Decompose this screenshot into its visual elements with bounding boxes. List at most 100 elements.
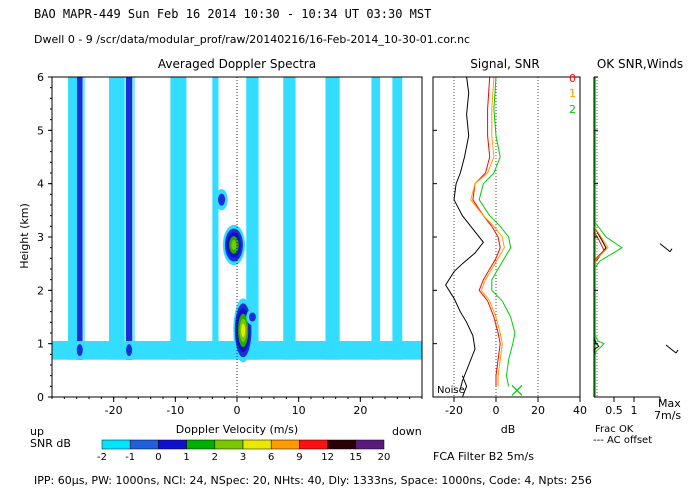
noise-line bbox=[461, 375, 468, 398]
spectral-streak bbox=[325, 77, 340, 360]
snr-x-tick-label: -20 bbox=[445, 404, 463, 417]
colorbar: -2 -1 0 1 2 3 6 9 12 15 20 bbox=[97, 439, 391, 463]
doppler-plot-area: -20 -10 0 10 20 0 1 2 3 4 5 6 bbox=[37, 71, 423, 417]
snr-series-line bbox=[478, 76, 516, 387]
y-tick-label: 3 bbox=[37, 231, 44, 244]
spectral-streak bbox=[212, 77, 219, 360]
x-tick-label: -20 bbox=[105, 404, 123, 417]
winds-plot-area: 0.5 1 bbox=[593, 76, 679, 417]
footer-params: IPP: 60µs, PW: 1000ns, NCI: 24, NSpec: 2… bbox=[34, 474, 592, 487]
snr-x-tick-label: 40 bbox=[573, 404, 587, 417]
snr-series-line bbox=[470, 76, 505, 387]
x-tick-label: -10 bbox=[166, 404, 184, 417]
echo-contour bbox=[218, 193, 226, 206]
ok-snr-line bbox=[593, 332, 605, 360]
colorbar-swatch bbox=[214, 439, 244, 450]
snr-x-tick-label: 20 bbox=[531, 404, 545, 417]
snr-x-marker bbox=[511, 384, 523, 396]
winds-panel: OK SNR,Winds 0.5 1 Max 7m/s Frac OK --- A… bbox=[433, 57, 683, 463]
y-tick-label: 6 bbox=[37, 71, 44, 84]
corner-down-label: down bbox=[392, 425, 422, 438]
colorbar-swatch bbox=[242, 439, 272, 450]
snr-frame bbox=[432, 76, 581, 398]
spectral-streak bbox=[68, 77, 80, 360]
y-tick-label: 4 bbox=[37, 178, 44, 191]
echo-contour bbox=[248, 312, 256, 322]
x-tick-label: 20 bbox=[353, 404, 367, 417]
header-line-1: BAO MAPR-449 Sun Feb 16 2014 10:30 - 10:… bbox=[34, 7, 432, 21]
echo-contour bbox=[231, 240, 237, 250]
spectral-streak bbox=[371, 77, 381, 360]
echo-contour bbox=[241, 323, 246, 337]
frac-ok-label: Frac OK bbox=[595, 424, 634, 435]
colorbar-swatch bbox=[299, 439, 328, 450]
doppler-xlabel: Doppler Velocity (m/s) bbox=[176, 423, 298, 436]
doppler-spectra-panel: Averaged Doppler Spectra -20 -10 0 10 200123… bbox=[18, 57, 423, 463]
snr-x-tick-label: 0 bbox=[493, 404, 500, 417]
streak-core bbox=[126, 77, 133, 360]
colorbar-tick: 6 bbox=[268, 452, 274, 463]
wind-barb bbox=[675, 349, 679, 354]
noise-band-dot bbox=[76, 344, 83, 357]
colorbar-swatch bbox=[355, 439, 385, 450]
colorbar-tick: 12 bbox=[321, 452, 334, 463]
spectral-streak bbox=[246, 77, 259, 360]
winds-title: OK SNR,Winds bbox=[597, 57, 683, 71]
legend-2: 2 bbox=[569, 103, 576, 116]
max-speed-label: 7m/s bbox=[654, 409, 681, 422]
ok-snr-line bbox=[593, 220, 623, 270]
fca-filter-label: FCA Filter B2 5m/s bbox=[433, 450, 534, 463]
snr-xlabel: dB bbox=[501, 423, 516, 436]
colorbar-swatch bbox=[186, 439, 216, 450]
colorbar-tick: -1 bbox=[125, 452, 135, 463]
wind-barb bbox=[659, 243, 671, 253]
colorbar-tick: 15 bbox=[349, 452, 362, 463]
x-tick-label: 10 bbox=[292, 404, 306, 417]
colorbar-swatch bbox=[158, 439, 187, 450]
y-tick-label: 0 bbox=[37, 391, 44, 404]
snr-panel: Signal, SNR -20 0 20 40 dB Noise 0 1 2 bbox=[432, 57, 587, 436]
legend-1: 1 bbox=[569, 87, 576, 100]
noise-label: Noise bbox=[437, 385, 465, 396]
snr-series-line bbox=[445, 76, 485, 390]
colorbar-swatch bbox=[101, 439, 131, 450]
colorbar-tick: -2 bbox=[97, 452, 107, 463]
ok-snr-line bbox=[593, 226, 609, 264]
wind-barb bbox=[669, 248, 673, 252]
spectral-streak bbox=[170, 77, 187, 360]
colorbar-tick: 2 bbox=[212, 452, 218, 463]
snr-title: Signal, SNR bbox=[470, 57, 539, 71]
wind-barb bbox=[665, 344, 677, 354]
snr-series-line bbox=[472, 76, 501, 387]
spectral-streak bbox=[109, 77, 125, 360]
colorbar-tick: 3 bbox=[240, 452, 246, 463]
colorbar-swatch bbox=[270, 439, 300, 450]
streak-core bbox=[76, 77, 83, 360]
doppler-title: Averaged Doppler Spectra bbox=[158, 57, 316, 71]
y-tick-label: 1 bbox=[37, 338, 44, 351]
ok-snr-line bbox=[593, 338, 600, 355]
colorbar-tick: 0 bbox=[155, 452, 161, 463]
winds-x-tick-label: 1 bbox=[631, 404, 638, 417]
x-tick-label: 0 bbox=[234, 404, 241, 417]
noise-band-dot bbox=[126, 344, 133, 357]
snr-plot-area: -20 0 20 40 bbox=[432, 76, 587, 417]
colorbar-swatch bbox=[327, 439, 357, 450]
spectral-streak bbox=[283, 77, 296, 360]
header-line-2: Dwell 0 - 9 /scr/data/modular_prof/raw/2… bbox=[34, 33, 471, 46]
spectral-streak bbox=[392, 77, 403, 360]
colorbar-tick: 20 bbox=[378, 452, 391, 463]
legend-0: 0 bbox=[569, 72, 576, 85]
colorbar-tick: 1 bbox=[183, 452, 189, 463]
corner-up-label: up bbox=[30, 425, 44, 438]
ac-offset-label: --- AC offset bbox=[593, 435, 652, 446]
max-label: Max bbox=[658, 397, 681, 410]
winds-x-tick-label: 0.5 bbox=[605, 404, 623, 417]
y-tick-label: 5 bbox=[37, 124, 44, 137]
doppler-ylabel: Height (km) bbox=[18, 203, 31, 269]
colorbar-tick: 9 bbox=[296, 452, 302, 463]
colorbar-swatch bbox=[129, 439, 159, 450]
y-tick-label: 2 bbox=[37, 284, 44, 297]
colorbar-label: SNR dB bbox=[30, 437, 71, 450]
